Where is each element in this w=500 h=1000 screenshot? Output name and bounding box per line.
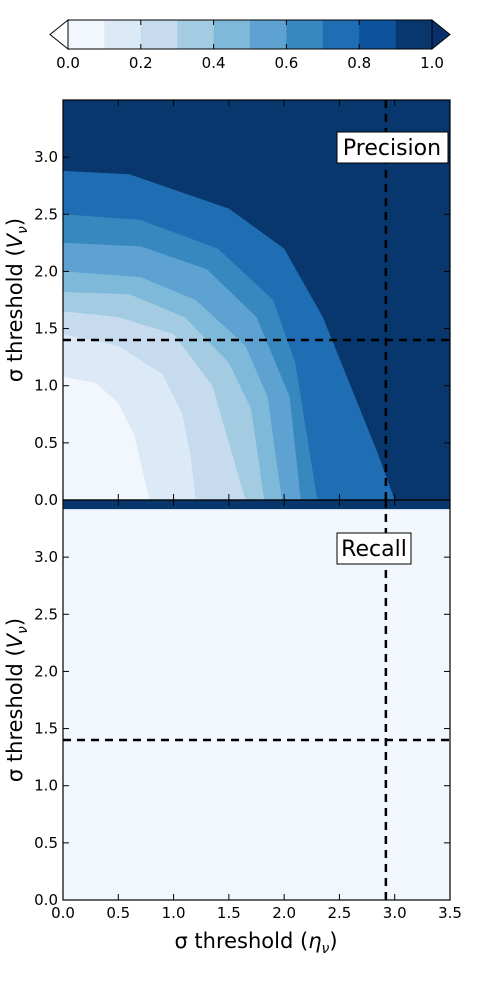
colorbar-cell [322, 20, 360, 49]
colorbar-cell [213, 20, 251, 49]
precision-y-tick-label: 2.5 [34, 205, 58, 223]
recall-y-tick-label: 0.5 [34, 834, 58, 852]
recall-y-tick-label: 0.0 [34, 891, 58, 909]
x-axis-label: σ threshold (ην) [174, 929, 337, 957]
colorbar-cell [104, 20, 142, 49]
colorbar-cell [140, 20, 178, 49]
colorbar-tick-label: 1.0 [420, 54, 444, 72]
colorbar-over-arrow [431, 18, 451, 51]
colorbar-under-arrow [49, 18, 69, 51]
colorbar-cell [395, 20, 433, 49]
x-tick-label: 2.0 [272, 904, 296, 922]
x-tick-label: 0.0 [51, 904, 75, 922]
recall-label-box: Recall [336, 532, 412, 565]
colorbar: 0.0 0.2 0.4 0.6 0.8 1.0 [49, 18, 451, 72]
colorbar-cell [177, 20, 214, 49]
recall-label: Recall [341, 537, 407, 562]
precision-y-tick-label: 1.0 [34, 377, 58, 395]
x-tick-label: 1.0 [162, 904, 186, 922]
colorbar-cell [250, 20, 287, 49]
precision-y-tick-label: 0.0 [34, 491, 58, 509]
colorbar-cell [359, 20, 396, 49]
precision-y-tick-label: 3.0 [34, 148, 58, 166]
precision-panel: 0.0 0.5 1.0 1.5 2.0 2.5 3.0 Precision σ thresh… [3, 100, 450, 509]
recall-panel: 0.0 0.5 1.0 1.5 2.0 2.5 3.0 Recall σ threshold… [3, 500, 450, 909]
precision-ylabel: σ threshold (Vν) [3, 218, 31, 382]
x-tick-label: 1.5 [217, 904, 241, 922]
x-tick-label: 2.5 [327, 904, 351, 922]
recall-y-tick-label: 1.5 [34, 720, 58, 738]
colorbar-cell [286, 20, 324, 49]
recall-frame [62, 499, 451, 901]
precision-label: Precision [343, 136, 441, 161]
recall-band [63, 509, 450, 900]
precision-heatmap [63, 100, 450, 500]
precision-y-tick-label: 1.5 [34, 320, 58, 338]
colorbar-tick-label: 0.2 [129, 54, 153, 72]
precision-y-tick-label: 2.0 [34, 262, 58, 280]
precision-band [63, 376, 150, 500]
precision-y-tick-label: 0.5 [34, 434, 58, 452]
colorbar-cells [49, 18, 451, 51]
recall-y-tick-label: 1.0 [34, 777, 58, 795]
colorbar-tick-label: 0.4 [202, 54, 226, 72]
x-tick-label: 3.5 [438, 904, 462, 922]
colorbar-tick-label: 0.8 [347, 54, 371, 72]
x-tick-label: 0.5 [106, 904, 130, 922]
recall-y-tick-label: 3.0 [34, 548, 58, 566]
colorbar-ticks: 0.0 0.2 0.4 0.6 0.8 1.0 [56, 20, 444, 72]
recall-y-ticks: 0.0 0.5 1.0 1.5 2.0 2.5 3.0 [34, 548, 450, 909]
recall-y-tick-label: 2.5 [34, 605, 58, 623]
recall-threshold-lines [63, 500, 450, 900]
recall-ylabel: σ threshold (Vν) [3, 618, 31, 782]
recall-y-tick-label: 2.0 [34, 662, 58, 680]
colorbar-cell [68, 20, 105, 49]
x-tick-label: 3.0 [383, 904, 407, 922]
precision-label-box: Precision [336, 131, 449, 164]
recall-label-background [336, 532, 412, 565]
colorbar-frame [67, 19, 433, 50]
precision-threshold-lines [63, 100, 450, 500]
colorbar-tick-label: 0.6 [274, 54, 298, 72]
colorbar-tick-label: 0.0 [56, 54, 80, 72]
precision-label-background [336, 131, 449, 164]
precision-y-ticks: 0.0 0.5 1.0 1.5 2.0 2.5 3.0 [34, 148, 450, 509]
